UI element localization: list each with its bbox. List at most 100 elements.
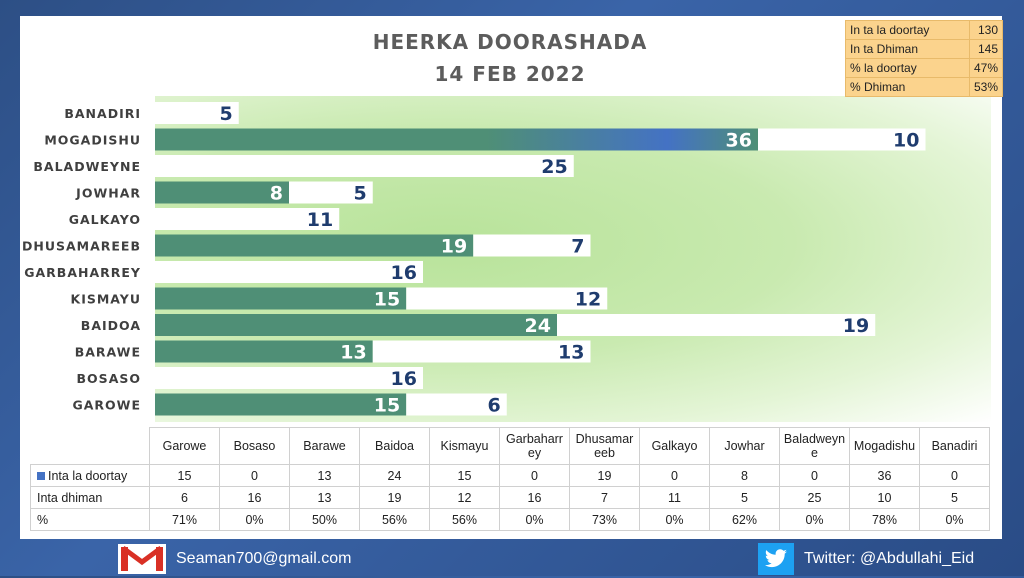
summary-row: In ta Dhiman 145 — [845, 39, 1004, 59]
table-cell: 24 — [359, 464, 430, 487]
bar-dhiman — [758, 128, 926, 151]
data-label: 19 — [441, 236, 467, 258]
category-label: BOSASO — [77, 371, 141, 386]
data-label: 13 — [340, 342, 366, 364]
table-row: Inta dhiman 6 16 13 19 12 16 7 11 5 25 1… — [30, 486, 990, 509]
table-cell: 0 — [919, 464, 990, 487]
table-col-header: Bosaso — [219, 427, 290, 465]
table-col-header: Mogadishu — [849, 427, 920, 465]
table-cell: 78% — [849, 508, 920, 531]
data-label: 19 — [843, 315, 869, 337]
table-cell: 13 — [289, 464, 360, 487]
data-label: 16 — [391, 262, 417, 284]
table-cell: 0 — [499, 464, 570, 487]
bar-dhiman — [155, 367, 423, 389]
summary-table: In ta la doortay 130 In ta Dhiman 145 % la… — [845, 20, 1004, 97]
table-cell: 8 — [709, 464, 780, 487]
table-cell: 73% — [569, 508, 640, 531]
category-label: GAROWE — [72, 398, 141, 413]
table-row-label: % — [30, 508, 150, 531]
bar-dhiman — [406, 287, 608, 310]
summary-value: 47% — [968, 58, 1004, 78]
twitter-contact: Twitter: @Abdullahi_Eid — [758, 543, 974, 575]
bar-dhiman — [155, 155, 574, 177]
summary-row: % la doortay 47% — [845, 58, 1004, 78]
table-cell: 0% — [919, 508, 990, 531]
email-contact: Seaman700@gmail.com — [118, 543, 351, 575]
summary-label: % Dhiman — [845, 77, 970, 97]
table-cell: 7 — [569, 486, 640, 509]
data-label: 5 — [220, 103, 233, 125]
bar-dhiman — [155, 208, 340, 230]
category-label: BALADWEYNE — [33, 159, 141, 174]
table-cell: 16 — [499, 486, 570, 509]
bar-dhiman — [557, 314, 876, 336]
category-label: BANADIRI — [64, 106, 141, 121]
twitter-bird-icon — [758, 543, 794, 575]
bar-dhiman — [155, 102, 239, 124]
table-row: Inta la doortay 15 0 13 24 15 0 19 0 8 0… — [30, 464, 990, 487]
table-cell: 10 — [849, 486, 920, 509]
table-cell: 19 — [359, 486, 430, 509]
email-address[interactable]: Seaman700@gmail.com — [176, 550, 352, 567]
table-row-label: Inta dhiman — [30, 486, 150, 509]
summary-row: In ta la doortay 130 — [845, 20, 1004, 40]
table-col-header: Baladweyn e — [779, 427, 850, 465]
table-cell: 15 — [149, 464, 220, 487]
table-col-header: Kismayu — [429, 427, 500, 465]
category-label: BAIDOA — [81, 318, 141, 333]
table-cell: 15 — [429, 464, 500, 487]
data-label: 11 — [307, 209, 333, 231]
data-label: 13 — [558, 342, 584, 364]
bar-doortay — [155, 181, 289, 204]
table-cell: 0% — [639, 508, 710, 531]
data-label: 5 — [354, 183, 367, 205]
summary-label: In ta la doortay — [845, 20, 970, 40]
bar-doortay — [155, 128, 758, 151]
data-label: 7 — [571, 236, 584, 258]
summary-value: 53% — [968, 77, 1004, 97]
table-col-header: Galkayo — [639, 427, 710, 465]
twitter-handle[interactable]: Twitter: @Abdullahi_Eid — [804, 550, 975, 567]
table-col-header: Dhusamar eeb — [569, 427, 640, 465]
table-cell: 6 — [149, 486, 220, 509]
table-cell: 0 — [639, 464, 710, 487]
chart-title: HEERKA DOORASHADA — [372, 30, 648, 54]
bar-dhiman — [406, 393, 507, 416]
data-label: 10 — [893, 130, 919, 152]
table-cell: 12 — [429, 486, 500, 509]
bar-doortay — [155, 314, 557, 336]
data-label: 36 — [726, 130, 752, 152]
data-label: 25 — [541, 156, 567, 178]
summary-label: In ta Dhiman — [845, 39, 970, 59]
gmail-icon — [118, 544, 166, 574]
bar-dhiman — [473, 234, 591, 257]
table-cell: 5 — [919, 486, 990, 509]
table-cell: 62% — [709, 508, 780, 531]
bar-dhiman — [155, 261, 423, 283]
table-col-header: Jowhar — [709, 427, 780, 465]
table-row-label: Inta la doortay — [30, 464, 150, 487]
data-label: 6 — [488, 395, 501, 417]
table-cell: 0% — [219, 508, 290, 531]
bar-dhiman — [289, 181, 373, 204]
summary-value: 130 — [968, 20, 1004, 40]
category-label: BARAWE — [75, 345, 141, 360]
table-row: % 71% 0% 50% 56% 56% 0% 73% 0% 62% 0% 78… — [30, 508, 990, 531]
bar-doortay — [155, 393, 407, 416]
table-cell: 19 — [569, 464, 640, 487]
data-table: Garowe Bosaso Barawe Baidoa Kismayu Garb… — [30, 427, 990, 531]
chart-date: 14 FEB 2022 — [434, 62, 586, 86]
category-label: GALKAYO — [69, 212, 141, 227]
data-label: 16 — [391, 368, 417, 390]
table-header-row: Garowe Bosaso Barawe Baidoa Kismayu Garb… — [31, 427, 990, 465]
data-label: 15 — [374, 395, 400, 417]
table-col-header: Baidoa — [359, 427, 430, 465]
table-cell: 16 — [219, 486, 290, 509]
table-cell: 50% — [289, 508, 360, 531]
category-label: GARBAHARREY — [24, 265, 141, 280]
summary-label: % la doortay — [845, 58, 970, 78]
table-cell: 13 — [289, 486, 360, 509]
bar-doortay — [155, 340, 373, 363]
